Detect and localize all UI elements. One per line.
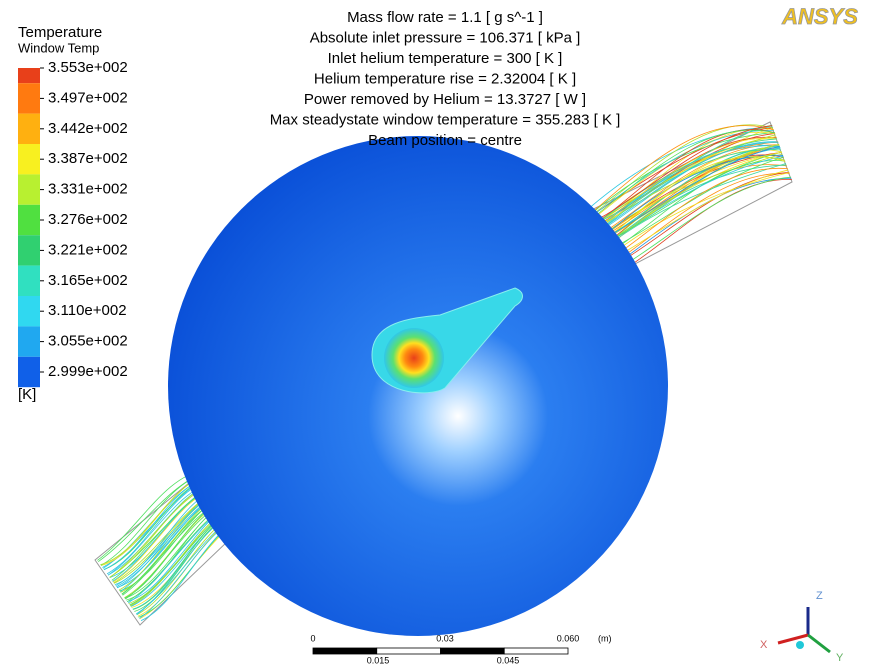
legend: Temperature Window Temp 3.553e+002 3.497e… bbox=[18, 24, 128, 403]
scale-label: 0.015 bbox=[367, 655, 390, 665]
info-line: Absolute inlet pressure = 106.371 [ kPa … bbox=[310, 29, 581, 46]
info-line: Helium temperature rise = 2.32004 [ K ] bbox=[314, 70, 576, 87]
viewer: Temperature Window Temp 3.553e+002 3.497e… bbox=[0, 0, 875, 668]
legend-label: 3.331e+002 bbox=[48, 181, 128, 198]
info-block: Mass flow rate = 1.1 [ g s^-1 ] Absolute … bbox=[270, 9, 621, 149]
scale-bar: 0 0.03 0.060 (m) 0.015 0.045 bbox=[310, 633, 611, 665]
legend-label: 3.553e+002 bbox=[48, 59, 128, 76]
scale-label: (m) bbox=[598, 633, 612, 643]
scale-label: 0.045 bbox=[497, 655, 520, 665]
info-line: Inlet helium temperature = 300 [ K ] bbox=[328, 50, 563, 67]
legend-label: 3.442e+002 bbox=[48, 120, 128, 137]
legend-swatch bbox=[18, 83, 40, 113]
scale-segment bbox=[313, 648, 377, 654]
legend-swatch bbox=[18, 68, 40, 83]
scale-label: 0.060 bbox=[557, 633, 580, 643]
scale-label: 0.03 bbox=[436, 633, 454, 643]
legend-unit: [K] bbox=[18, 386, 36, 403]
ansys-logo: ANSYS bbox=[781, 4, 858, 29]
axis-label: Z bbox=[816, 590, 823, 602]
scale-segment bbox=[441, 648, 505, 654]
scale-segment bbox=[504, 648, 568, 654]
legend-swatch bbox=[18, 114, 40, 144]
legend-swatch bbox=[18, 205, 40, 235]
axis-label: X bbox=[760, 639, 768, 651]
hot-spot bbox=[384, 328, 444, 388]
legend-label: 2.999e+002 bbox=[48, 363, 128, 380]
legend-swatch bbox=[18, 235, 40, 265]
legend-swatch bbox=[18, 357, 40, 387]
legend-swatch bbox=[18, 144, 40, 174]
legend-label: 3.110e+002 bbox=[48, 302, 127, 319]
info-line: Beam position = centre bbox=[368, 132, 522, 149]
axis-label: Y bbox=[836, 652, 844, 664]
legend-label: 3.387e+002 bbox=[48, 150, 128, 167]
legend-swatch bbox=[18, 266, 40, 296]
axis-triad: Z X Y bbox=[760, 590, 844, 664]
legend-label: 3.165e+002 bbox=[48, 272, 128, 289]
info-line: Mass flow rate = 1.1 [ g s^-1 ] bbox=[347, 9, 543, 26]
info-line: Max steadystate window temperature = 355… bbox=[270, 111, 621, 128]
legend-variable: Window Temp bbox=[18, 40, 99, 55]
legend-label: 3.221e+002 bbox=[48, 241, 128, 258]
legend-label: 3.497e+002 bbox=[48, 89, 128, 106]
legend-swatch bbox=[18, 326, 40, 356]
legend-swatch bbox=[18, 174, 40, 204]
legend-label: 3.276e+002 bbox=[48, 211, 128, 228]
info-line: Power removed by Helium = 13.3727 [ W ] bbox=[304, 91, 586, 108]
scale-label: 0 bbox=[310, 633, 315, 643]
legend-swatch bbox=[18, 296, 40, 326]
legend-title: Temperature bbox=[18, 24, 102, 41]
scale-segment bbox=[377, 648, 441, 654]
legend-label: 3.055e+002 bbox=[48, 333, 128, 350]
